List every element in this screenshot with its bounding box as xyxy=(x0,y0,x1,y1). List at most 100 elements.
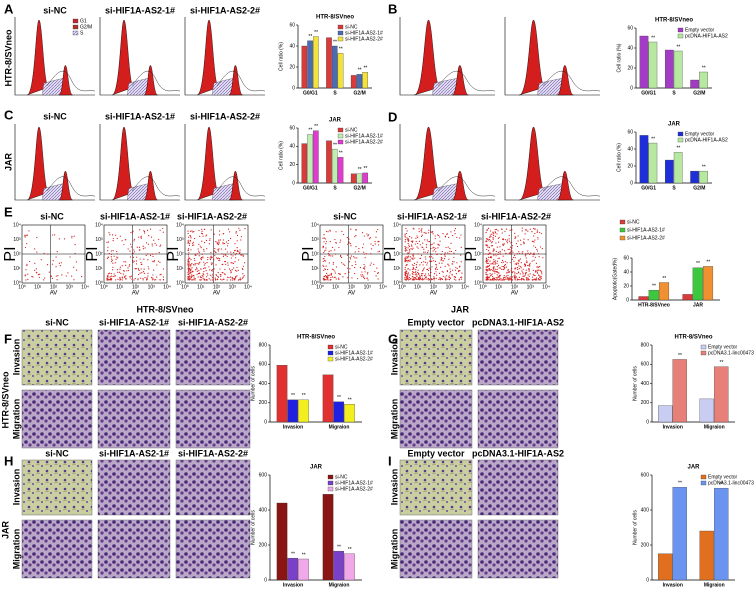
event xyxy=(454,232,456,235)
event xyxy=(230,270,232,272)
event xyxy=(409,269,411,271)
event xyxy=(214,255,216,257)
label: HTR-8/SVneo xyxy=(0,371,10,429)
legend-swatch xyxy=(677,27,684,33)
event xyxy=(348,241,350,243)
event xyxy=(524,229,526,231)
label: 200 xyxy=(259,542,268,548)
event xyxy=(431,260,433,262)
event xyxy=(486,276,488,279)
event xyxy=(322,264,324,267)
event xyxy=(440,266,442,268)
event xyxy=(219,259,221,261)
event xyxy=(136,246,138,248)
event xyxy=(441,250,443,253)
event xyxy=(511,268,513,270)
event xyxy=(204,267,206,269)
event xyxy=(485,269,488,272)
label: G2/M xyxy=(80,24,92,30)
label: 10² xyxy=(474,251,482,257)
legend-swatch xyxy=(72,30,79,36)
event xyxy=(142,271,145,273)
label: 600 xyxy=(259,472,268,478)
event xyxy=(220,248,222,250)
event xyxy=(420,278,422,281)
event xyxy=(241,277,243,279)
label: 10⁰ xyxy=(311,280,319,286)
event xyxy=(111,259,113,262)
event xyxy=(495,270,497,273)
label: ** xyxy=(358,68,362,74)
label: 40 xyxy=(627,45,633,51)
event xyxy=(506,278,508,280)
event xyxy=(415,264,418,266)
event xyxy=(189,271,191,273)
event xyxy=(43,279,45,281)
event xyxy=(496,260,499,262)
event xyxy=(189,257,191,259)
event xyxy=(505,266,507,268)
event xyxy=(199,261,201,263)
label: 0 xyxy=(646,419,649,425)
event xyxy=(125,278,127,280)
event xyxy=(329,229,331,231)
label: H xyxy=(4,453,13,468)
g1-peak xyxy=(519,19,546,96)
event xyxy=(74,244,76,246)
event xyxy=(518,268,520,270)
event xyxy=(440,258,442,261)
event xyxy=(132,252,134,254)
label: si-HIF1A-AS2-2# xyxy=(345,36,383,42)
event xyxy=(137,267,139,270)
event xyxy=(124,278,127,280)
event xyxy=(54,234,56,236)
event xyxy=(139,258,141,260)
event xyxy=(324,238,326,240)
event xyxy=(189,264,191,266)
event xyxy=(541,273,543,275)
event xyxy=(137,269,140,271)
event xyxy=(235,275,237,278)
event xyxy=(155,279,157,281)
event xyxy=(411,271,414,273)
event xyxy=(361,275,363,278)
event xyxy=(211,262,214,264)
event xyxy=(233,267,235,269)
event xyxy=(232,262,235,264)
event xyxy=(134,268,136,270)
label: 10² xyxy=(311,251,319,257)
event xyxy=(521,252,523,254)
event xyxy=(359,267,362,269)
label: 0 xyxy=(264,577,267,583)
bar xyxy=(648,142,658,184)
label: 60 xyxy=(627,25,633,31)
event xyxy=(196,273,198,276)
event xyxy=(496,246,498,248)
event xyxy=(540,278,542,280)
event xyxy=(224,268,226,271)
label: Empty vector xyxy=(685,131,715,137)
event xyxy=(329,274,331,276)
g2-peak xyxy=(58,65,73,96)
label: AV xyxy=(511,291,519,297)
event xyxy=(524,274,526,276)
legend-swatch xyxy=(337,24,344,30)
event xyxy=(418,240,421,242)
event xyxy=(490,274,492,276)
event xyxy=(234,243,236,245)
event xyxy=(189,269,191,271)
label: A xyxy=(4,1,14,16)
event xyxy=(503,243,505,245)
event xyxy=(137,278,139,280)
event xyxy=(411,264,413,266)
event xyxy=(323,276,325,278)
event xyxy=(538,279,540,281)
event xyxy=(453,252,455,254)
event xyxy=(408,276,411,279)
event xyxy=(492,278,494,280)
g2-peak xyxy=(452,170,469,201)
label: ** xyxy=(333,39,337,45)
g1-peak xyxy=(519,126,546,201)
event xyxy=(363,263,365,266)
legend-swatch xyxy=(72,24,79,30)
